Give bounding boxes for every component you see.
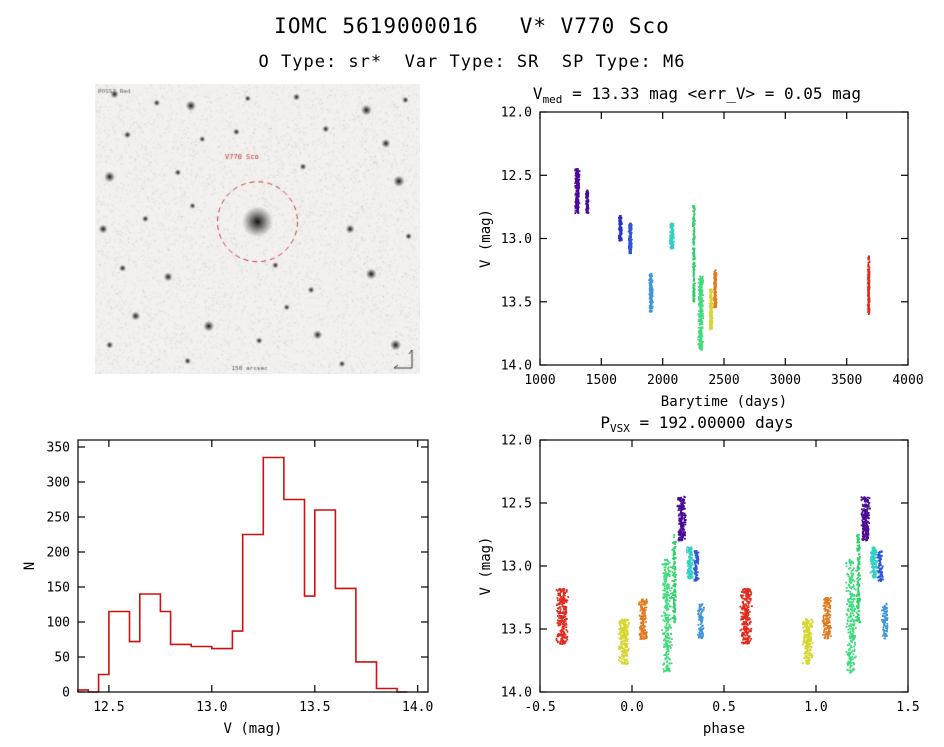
page-title: IOMC 5619000016 V* V770 Sco [274,14,670,38]
phase-title-rest: = 192.00000 days [629,413,794,432]
lightcurve-title-subscript: med [542,93,563,107]
svg-text:150: 150 [47,581,70,596]
svg-text:1.5: 1.5 [896,700,919,715]
lightcurve-title-rest: = 13.33 mag <err_V> = 0.05 mag [562,84,862,103]
svg-text:14.0: 14.0 [501,359,532,374]
svg-text:13.5: 13.5 [299,700,330,715]
svg-text:1500: 1500 [586,373,617,388]
svg-text:3500: 3500 [831,373,862,388]
svg-text:12.5: 12.5 [93,700,124,715]
svg-text:-0.5: -0.5 [524,700,555,715]
svg-text:4000: 4000 [892,373,923,388]
svg-text:200: 200 [47,546,70,561]
svg-text:V (mag): V (mag) [478,536,494,595]
svg-text:14.0: 14.0 [501,686,532,701]
svg-text:0.0: 0.0 [620,700,643,715]
lightcurve-plot: 1000 1500 2000 2500 3000 3500 4000 12.0 12.5 13.0… [478,106,924,411]
svg-text:13.5: 13.5 [501,623,532,638]
svg-text:13.5: 13.5 [501,295,532,310]
svg-text:1.0: 1.0 [804,700,827,715]
page-subtitle: O Type: sr* Var Type: SR SP Type: M6 [258,52,686,72]
svg-text:V (mag): V (mag) [223,721,282,737]
svg-text:13.0: 13.0 [196,700,227,715]
svg-text:Barytime (days): Barytime (days) [661,394,787,410]
svg-text:12.0: 12.0 [501,106,532,121]
lightcurve-title-prefix: V [532,84,543,103]
svg-text:12.5: 12.5 [501,497,532,512]
svg-text:14.0: 14.0 [402,700,433,715]
lightcurve-title: Vmed = 13.33 mag <err_V> = 0.05 mag [450,84,944,106]
svg-text:50: 50 [54,651,70,666]
svg-text:0: 0 [62,686,70,701]
svg-text:13.0: 13.0 [501,232,532,247]
phase-title-subscript: VSX [610,422,630,436]
svg-text:300: 300 [47,476,70,491]
finding-chart-image [95,84,420,374]
svg-text:0.5: 0.5 [712,700,735,715]
svg-text:phase: phase [703,721,745,737]
svg-text:3000: 3000 [770,373,801,388]
phase-plot-title: PVSX = 192.00000 days [450,413,944,435]
phase-folded-plot: -0.5 0.0 0.5 1.0 1.5 12.0 12.5 13.0 13.5 14.0 phas… [478,434,920,738]
svg-text:12.0: 12.0 [501,434,532,449]
svg-text:12.5: 12.5 [501,169,532,184]
phase-title-prefix: P [600,413,610,432]
svg-text:250: 250 [47,511,70,526]
svg-text:13.0: 13.0 [501,560,532,575]
svg-text:V (mag): V (mag) [478,209,494,268]
svg-text:N: N [22,562,38,570]
svg-text:2500: 2500 [708,373,739,388]
histogram-plot: 12.5 13.0 13.5 14.0 0 50 100 150 200 250 300 350 V (… [22,439,433,737]
svg-text:1000: 1000 [524,373,555,388]
svg-text:2000: 2000 [647,373,678,388]
svg-text:100: 100 [47,616,70,631]
svg-text:350: 350 [47,441,70,456]
